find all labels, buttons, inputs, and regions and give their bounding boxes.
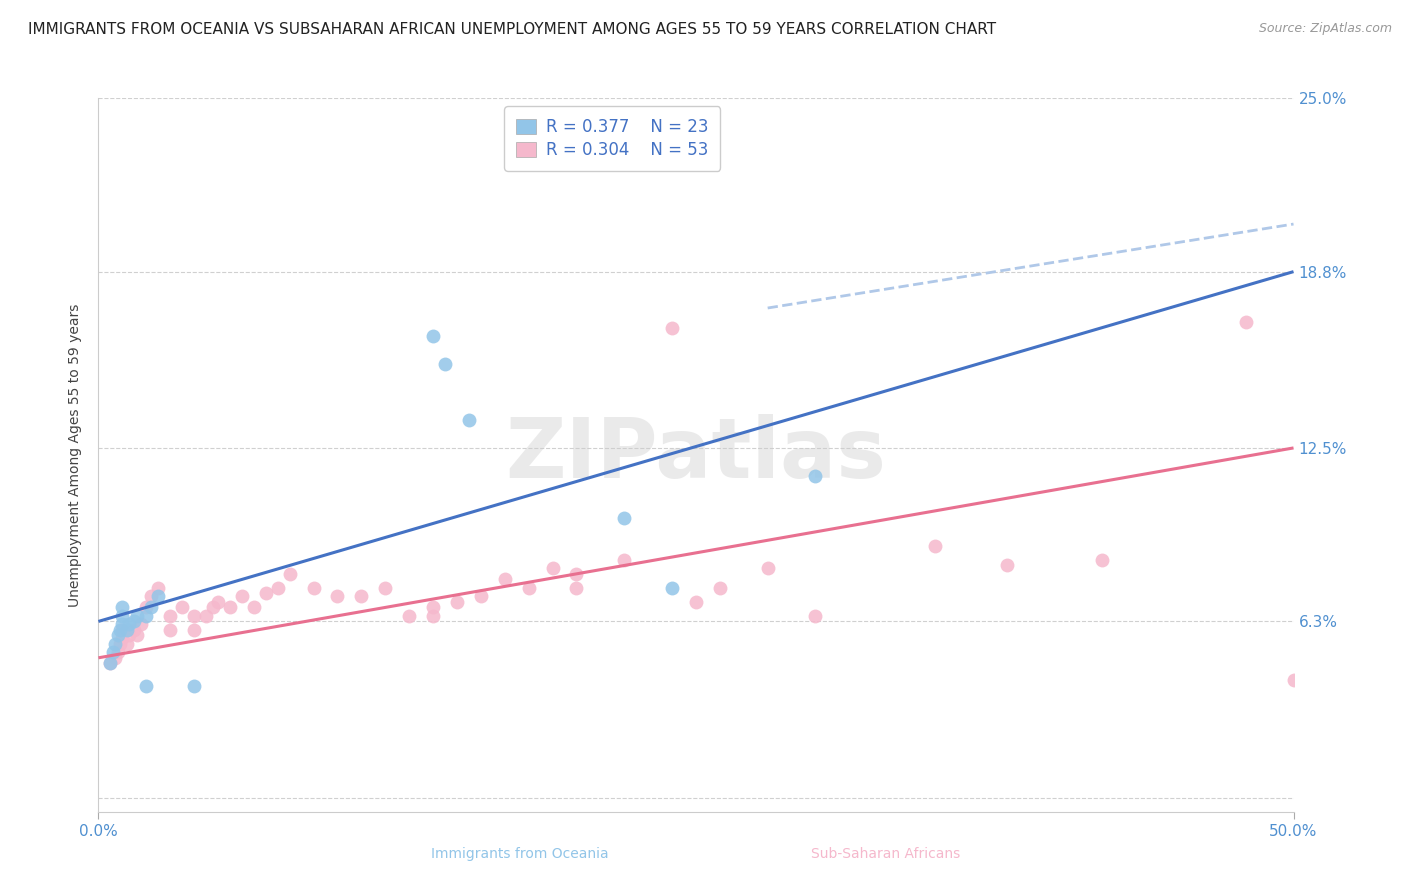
- Point: [924, 539, 946, 553]
- Point: [111, 623, 134, 637]
- Point: [125, 608, 148, 623]
- Point: [108, 637, 131, 651]
- Point: [446, 595, 468, 609]
- Point: [115, 637, 138, 651]
- Y-axis label: Unemployment Among Ages 55 to 59 years: Unemployment Among Ages 55 to 59 years: [69, 303, 83, 607]
- Point: [470, 589, 492, 603]
- Point: [111, 600, 134, 615]
- Legend: R = 0.377    N = 23, R = 0.304    N = 53: R = 0.377 N = 23, R = 0.304 N = 53: [505, 106, 720, 170]
- Point: [194, 608, 218, 623]
- Point: [125, 628, 148, 642]
- Point: [124, 615, 146, 629]
- Point: [107, 628, 129, 642]
- Point: [111, 617, 134, 632]
- Point: [613, 511, 636, 525]
- Point: [517, 581, 540, 595]
- Point: [709, 581, 731, 595]
- Point: [458, 413, 481, 427]
- Text: Immigrants from Oceania: Immigrants from Oceania: [432, 847, 609, 861]
- Point: [108, 623, 131, 637]
- Point: [172, 600, 194, 615]
- Point: [1234, 315, 1257, 329]
- Point: [124, 623, 146, 637]
- Point: [422, 600, 444, 615]
- Point: [118, 628, 141, 642]
- Point: [135, 600, 157, 615]
- Point: [183, 679, 205, 693]
- Point: [350, 589, 373, 603]
- Point: [756, 561, 779, 575]
- Point: [183, 623, 205, 637]
- Point: [278, 566, 301, 581]
- Point: [374, 581, 396, 595]
- Point: [104, 650, 127, 665]
- Point: [107, 645, 129, 659]
- Point: [219, 600, 242, 615]
- Point: [139, 600, 162, 615]
- Point: [159, 608, 181, 623]
- Point: [398, 608, 420, 623]
- Point: [98, 657, 122, 671]
- Point: [804, 469, 827, 483]
- Point: [131, 617, 153, 632]
- Point: [804, 608, 827, 623]
- Point: [1091, 553, 1114, 567]
- Point: [118, 617, 141, 632]
- Text: IMMIGRANTS FROM OCEANIA VS SUBSAHARAN AFRICAN UNEMPLOYMENT AMONG AGES 55 TO 59 Y: IMMIGRANTS FROM OCEANIA VS SUBSAHARAN AF…: [28, 22, 997, 37]
- Point: [148, 589, 170, 603]
- Point: [98, 657, 122, 671]
- Point: [159, 623, 181, 637]
- Text: Sub-Saharan Africans: Sub-Saharan Africans: [811, 847, 960, 861]
- Point: [541, 561, 564, 575]
- Point: [995, 558, 1018, 573]
- Point: [422, 608, 444, 623]
- Point: [326, 589, 349, 603]
- Point: [111, 608, 134, 623]
- Point: [254, 586, 277, 600]
- Point: [661, 320, 683, 334]
- Point: [267, 581, 290, 595]
- Point: [135, 679, 157, 693]
- Point: [302, 581, 325, 595]
- Point: [661, 581, 683, 595]
- Point: [202, 600, 225, 615]
- Point: [494, 573, 516, 587]
- Point: [115, 623, 138, 637]
- Point: [433, 357, 456, 371]
- Point: [231, 589, 253, 603]
- Point: [207, 595, 229, 609]
- Point: [104, 637, 127, 651]
- Point: [183, 608, 205, 623]
- Point: [565, 581, 588, 595]
- Point: [422, 329, 444, 343]
- Point: [148, 581, 170, 595]
- Point: [565, 566, 588, 581]
- Point: [101, 645, 124, 659]
- Text: ZIPatlas: ZIPatlas: [506, 415, 886, 495]
- Point: [139, 589, 162, 603]
- Point: [613, 553, 636, 567]
- Text: Source: ZipAtlas.com: Source: ZipAtlas.com: [1258, 22, 1392, 36]
- Point: [1282, 673, 1305, 688]
- Point: [135, 608, 157, 623]
- Point: [243, 600, 266, 615]
- Point: [685, 595, 707, 609]
- Point: [111, 631, 134, 645]
